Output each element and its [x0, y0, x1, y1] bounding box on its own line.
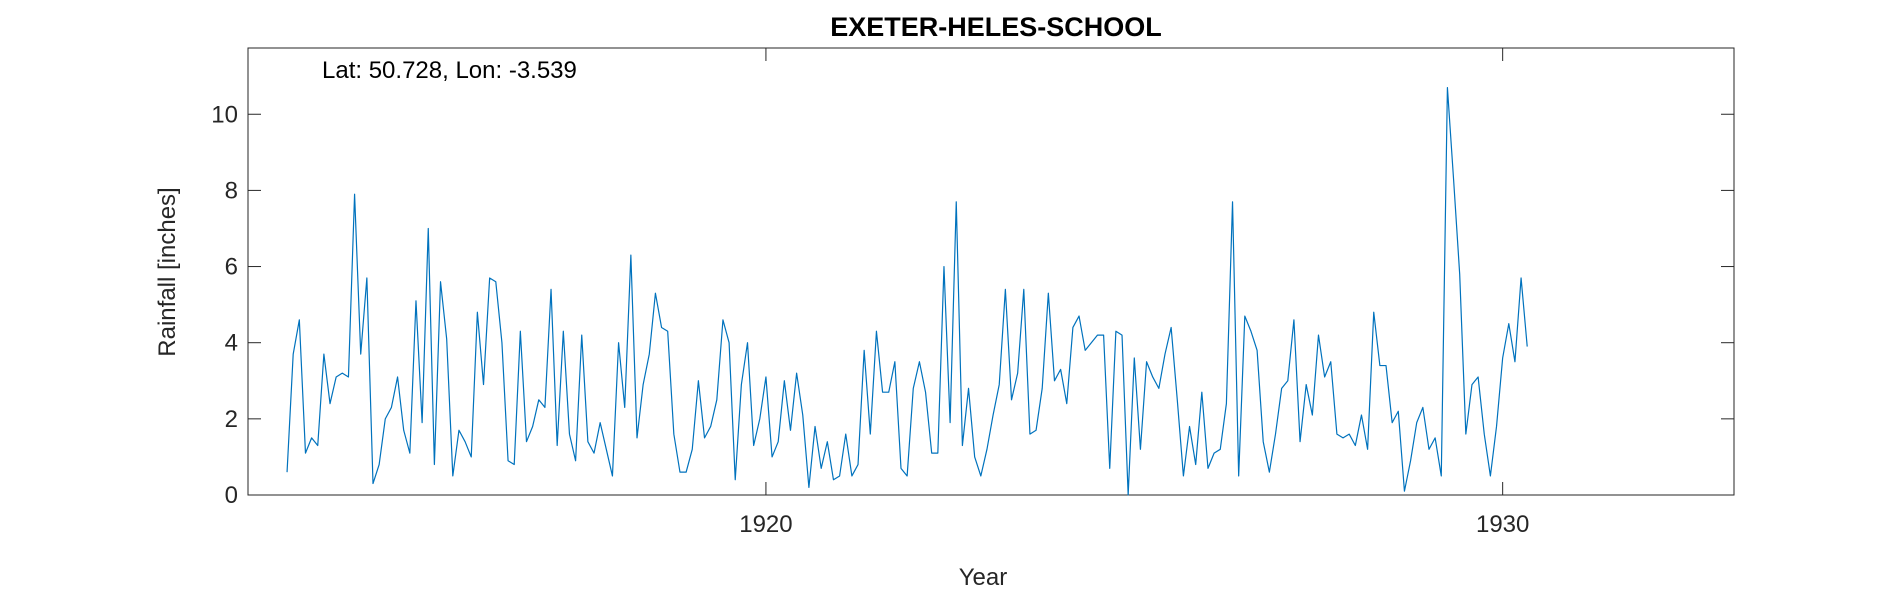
y-tick-label: 6: [225, 254, 238, 281]
y-tick-label: 4: [225, 330, 238, 357]
y-tick-label: 8: [225, 177, 238, 204]
chart-title: EXETER-HELES-SCHOOL: [830, 12, 1162, 42]
x-axis-ticks: 1920 1930: [739, 48, 1529, 538]
x-tick-label: 1930: [1476, 511, 1529, 538]
y-tick-label: 0: [225, 482, 238, 509]
y-axis-ticks: 0 2 4 6 8 10: [211, 101, 1734, 509]
plot-area: [247, 47, 1735, 496]
y-tick-label: 10: [211, 101, 238, 128]
axes-box: [247, 47, 1735, 496]
x-axis-label: Year: [959, 564, 1008, 591]
location-annotation: Lat: 50.728, Lon: -3.539: [322, 57, 577, 84]
y-axis-label: Rainfall [inches]: [154, 187, 181, 356]
y-tick-label: 2: [225, 406, 238, 433]
series-line-rainfall: [286, 86, 1528, 496]
x-tick-label: 1920: [739, 511, 792, 538]
